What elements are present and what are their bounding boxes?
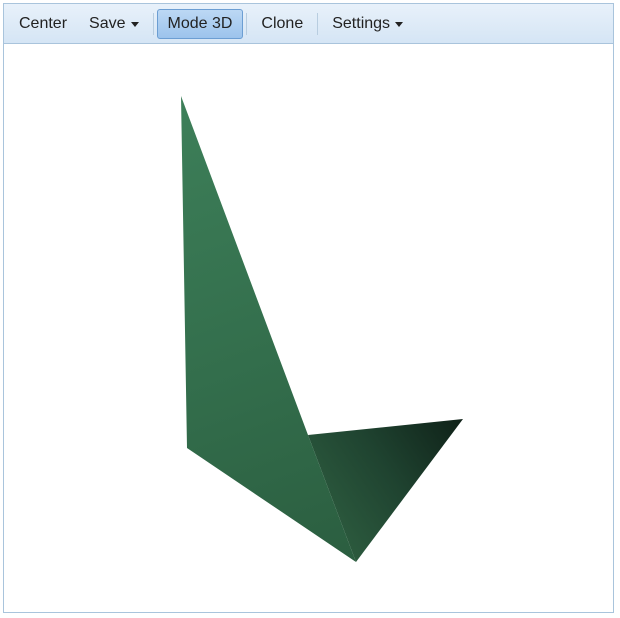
save-menu-button[interactable]: Save bbox=[78, 9, 149, 39]
shape-face-light bbox=[181, 96, 356, 562]
center-button-label: Center bbox=[19, 14, 68, 32]
3d-viewport[interactable] bbox=[4, 44, 613, 612]
clone-button-label: Clone bbox=[261, 14, 304, 32]
viewer-window: Center Save Mode 3D Clone Settings bbox=[3, 3, 614, 613]
clone-button[interactable]: Clone bbox=[250, 9, 314, 39]
caret-down-icon bbox=[395, 22, 404, 27]
settings-menu-button[interactable]: Settings bbox=[321, 9, 414, 39]
settings-button-label: Settings bbox=[332, 14, 391, 32]
toolbar-separator bbox=[246, 12, 248, 35]
save-button-label: Save bbox=[89, 14, 126, 32]
shape-face-dark bbox=[308, 419, 463, 562]
toolbar-separator bbox=[317, 12, 319, 35]
caret-down-icon bbox=[130, 22, 139, 27]
mode-3d-toggle[interactable]: Mode 3D bbox=[156, 8, 244, 39]
mode-3d-label: Mode 3D bbox=[167, 14, 233, 32]
toolbar-separator bbox=[152, 12, 154, 35]
center-button[interactable]: Center bbox=[8, 9, 78, 39]
toolbar: Center Save Mode 3D Clone Settings bbox=[4, 4, 613, 44]
